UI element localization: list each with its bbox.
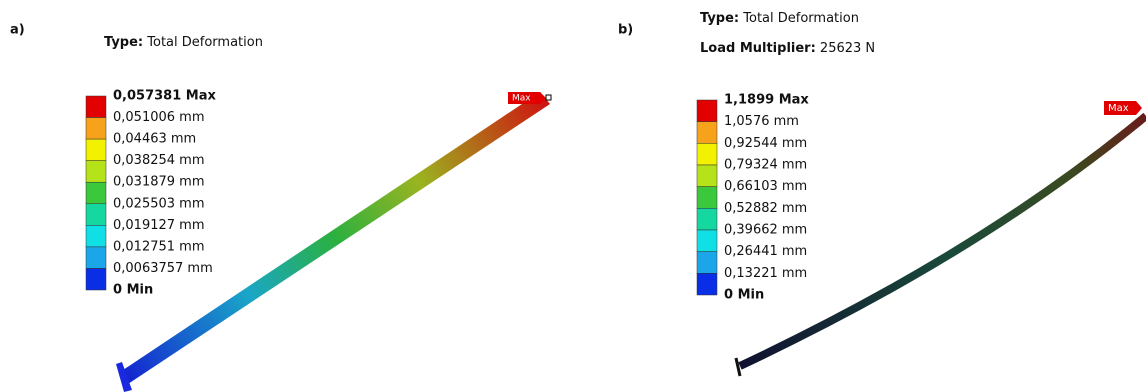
legend-swatch (86, 225, 106, 247)
type-label: Type: (700, 11, 739, 26)
legend-label: 0,66103 mm (724, 179, 807, 194)
legend-swatch (86, 247, 106, 269)
legend-label: 0,04463 mm (113, 132, 196, 147)
load-value: 25623 N (820, 41, 875, 56)
legend-swatch (697, 273, 717, 295)
legend-swatch (697, 100, 717, 122)
legend-label: 0,52882 mm (724, 201, 807, 216)
legend-swatch (697, 165, 717, 187)
legend-swatch (86, 182, 106, 204)
type-value: Total Deformation (146, 35, 263, 50)
legend-label: 0,92544 mm (724, 136, 807, 151)
figure: Max Max a) Type: Total Deformation b) Ty… (0, 0, 1146, 392)
legend-label: 0,051006 mm (113, 110, 205, 125)
legend-swatch (697, 122, 717, 144)
legend-label: 0,025503 mm (113, 196, 205, 211)
legend-swatch (697, 208, 717, 230)
panel-label: b) (618, 23, 633, 38)
load-label: Load Multiplier: (700, 41, 816, 56)
max-tag: Max (1108, 103, 1129, 114)
legend-label: 0 Min (724, 288, 764, 303)
legend-label: 0,012751 mm (113, 239, 205, 254)
legend-label: 0,39662 mm (724, 223, 807, 238)
legend-label: 0,26441 mm (724, 244, 807, 259)
legend-label: 0,057381 Max (113, 89, 216, 104)
legend-swatch (697, 187, 717, 209)
legend-swatch (697, 143, 717, 165)
legend-swatch (86, 139, 106, 161)
legend-swatch (86, 161, 106, 183)
max-tag: Max (512, 94, 531, 104)
legend-swatch (86, 96, 106, 118)
page: Max Max a) Type: Total Deformation b) Ty… (0, 0, 1146, 392)
legend-label: 0,13221 mm (724, 266, 807, 281)
max-node (546, 95, 551, 100)
legend-swatch (697, 252, 717, 274)
legend-swatch (697, 230, 717, 252)
load-line: Load Multiplier: 25623 N (700, 41, 875, 56)
legend-label: 0,019127 mm (113, 218, 205, 233)
panel-label: a) (10, 23, 25, 38)
legend-label: 1,0576 mm (724, 114, 799, 129)
legend-label: 0,79324 mm (724, 158, 807, 173)
legend-label: 0 Min (113, 283, 153, 298)
type-line: Type: Total Deformation (700, 11, 859, 26)
legend-label: 0,031879 mm (113, 175, 205, 190)
legend-swatch (86, 204, 106, 226)
legend-label: 0,0063757 mm (113, 261, 213, 276)
type-line: Type: Total Deformation (104, 35, 263, 50)
legend-swatch (86, 268, 106, 290)
legend-label: 0,038254 mm (113, 153, 205, 168)
legend-label: 1,1899 Max (724, 93, 809, 108)
beam-end (736, 358, 740, 376)
legend-swatch (86, 118, 106, 140)
beam (740, 116, 1146, 366)
type-value: Total Deformation (742, 11, 859, 26)
type-label: Type: (104, 35, 143, 50)
